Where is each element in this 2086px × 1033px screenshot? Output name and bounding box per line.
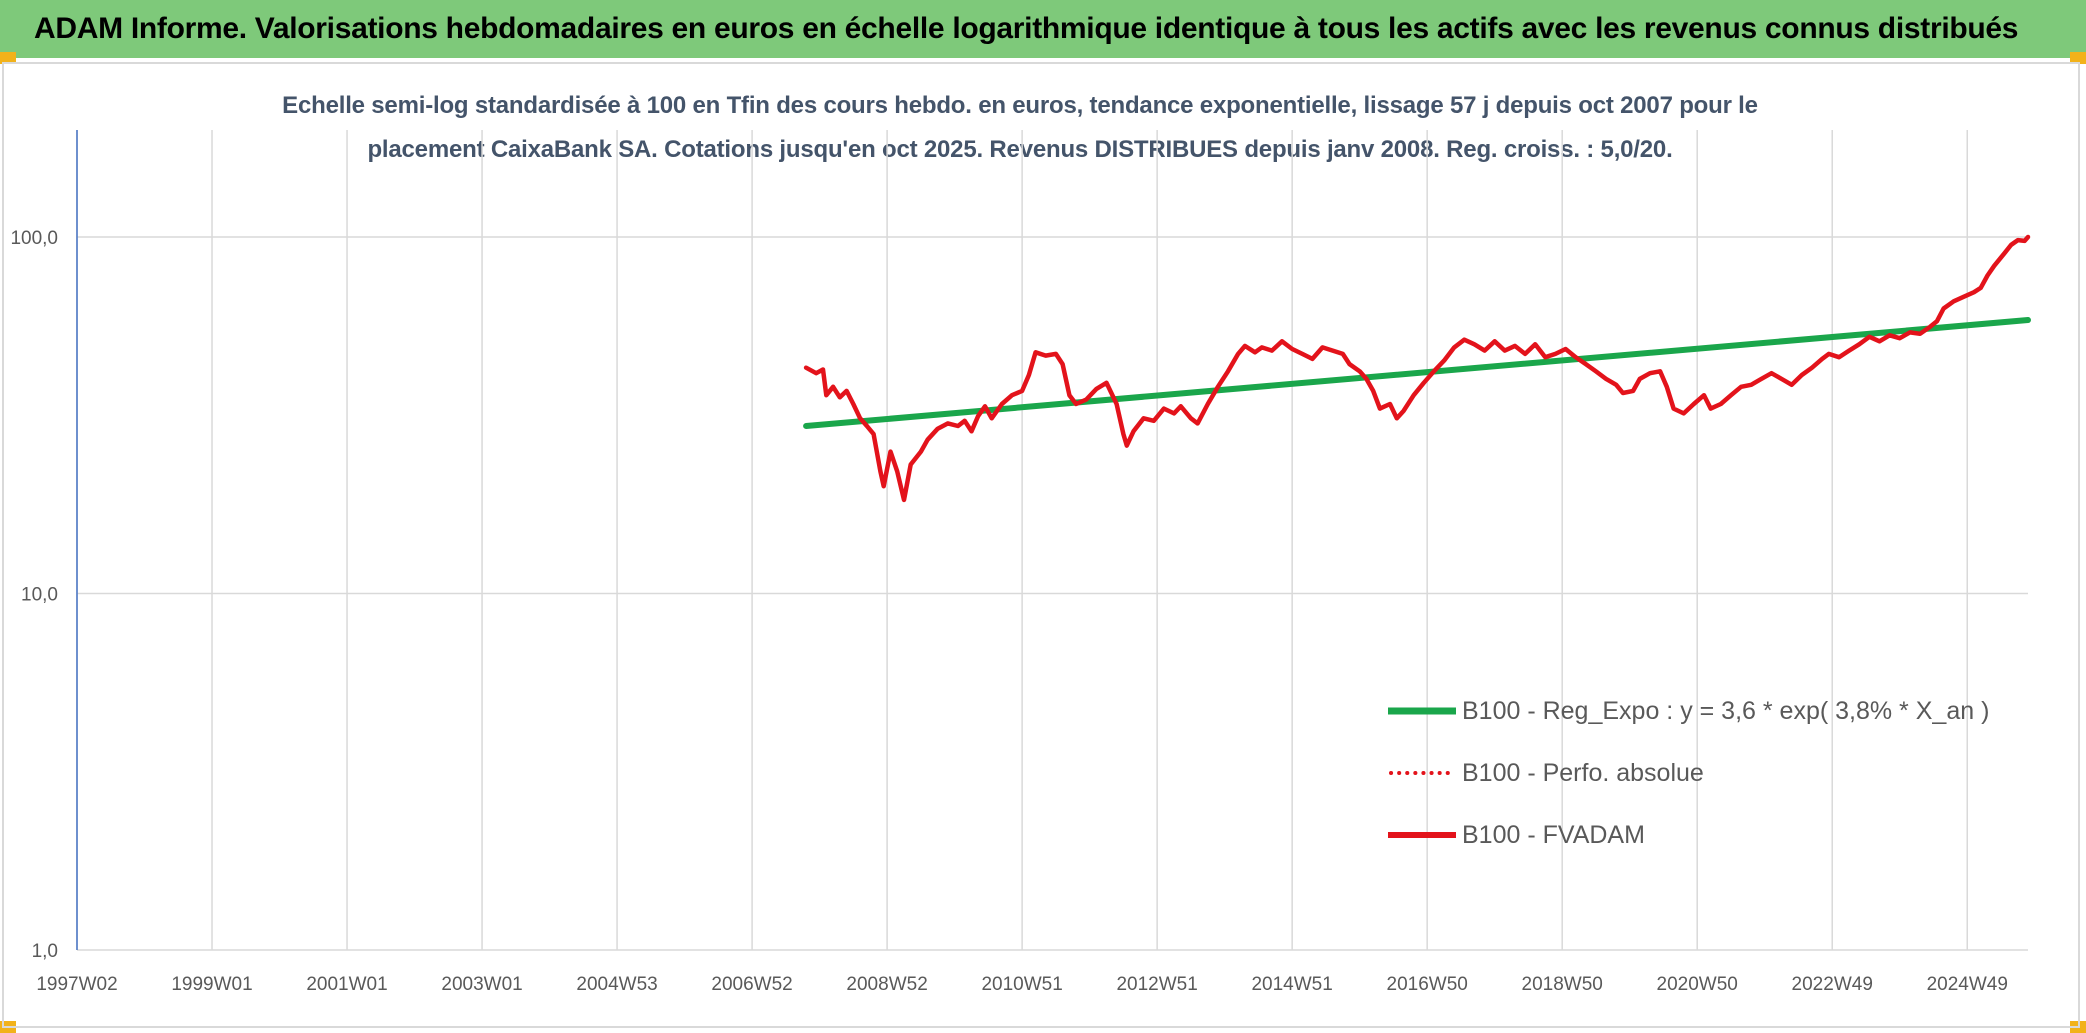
corner-marker (2070, 52, 2086, 64)
legend-label-fvadam: B100 - FVADAM (1462, 820, 1645, 849)
legend-item-perfo: B100 - Perfo. absolue (1388, 742, 1989, 804)
x-tick-label: 1997W02 (36, 974, 117, 995)
chart-title-line-1: Echelle semi-log standardisée à 100 en T… (282, 92, 1758, 119)
legend-swatch-fvadam (1388, 830, 1456, 840)
legend-item-trend: B100 - Reg_Expo : y = 3,6 * exp( 3,8% * … (1388, 680, 1989, 742)
x-tick-label: 2006W52 (711, 974, 792, 995)
x-tick-label: 2018W50 (1522, 974, 1603, 995)
x-tick-label: 2022W49 (1792, 974, 1873, 995)
y-tick-label: 1,0 (32, 941, 58, 962)
report-title: ADAM Informe. Valorisations hebdomadaire… (34, 12, 2019, 45)
legend-item-fvadam: B100 - FVADAM (1388, 804, 1989, 866)
y-tick-label: 10,0 (21, 585, 58, 606)
report-banner: ADAM Informe. Valorisations hebdomadaire… (0, 0, 2086, 58)
x-tick-label: 2003W01 (441, 974, 522, 995)
legend-swatch-perfo (1388, 768, 1456, 778)
x-tick-label: 1999W01 (171, 974, 252, 995)
corner-marker (0, 52, 16, 64)
x-tick-label: 2010W51 (981, 974, 1062, 995)
fvadam-series-line (803, 234, 2031, 503)
x-tick-label: 2024W49 (1927, 974, 2008, 995)
x-tick-label: 2016W50 (1387, 974, 1468, 995)
legend-label-trend: B100 - Reg_Expo : y = 3,6 * exp( 3,8% * … (1462, 696, 1990, 725)
x-tick-label: 2012W51 (1116, 974, 1197, 995)
trend-series-line (803, 317, 2031, 430)
legend-swatch-trend (1388, 706, 1456, 716)
chart-frame (2, 62, 2080, 1028)
x-tick-label: 2004W53 (576, 974, 657, 995)
x-tick-label: 2001W01 (306, 974, 387, 995)
chart-title-line-2: placement CaixaBank SA. Cotations jusqu'… (367, 136, 1673, 163)
chart-legend: B100 - Reg_Expo : y = 3,6 * exp( 3,8% * … (1388, 680, 1989, 866)
x-tick-label: 2014W51 (1251, 974, 1332, 995)
x-tick-label: 2008W52 (846, 974, 927, 995)
legend-label-perfo: B100 - Perfo. absolue (1462, 758, 1704, 787)
y-tick-label: 100,0 (10, 228, 58, 249)
x-tick-label: 2020W50 (1657, 974, 1738, 995)
chart-title: Echelle semi-log standardisée à 100 en T… (200, 84, 1840, 172)
